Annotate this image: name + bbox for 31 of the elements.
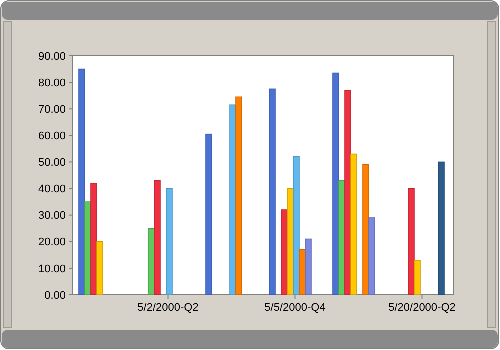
bar <box>408 188 415 296</box>
x-tick-label: 5/2/2000-Q2 <box>138 302 199 314</box>
bar <box>350 154 358 296</box>
y-tick-label: 40.00 <box>38 184 66 196</box>
bar <box>269 88 276 296</box>
bar <box>206 134 212 296</box>
x-tick-label: 5/5/2000-Q4 <box>264 302 326 314</box>
y-tick-label: 20.00 <box>38 236 66 249</box>
y-tick-label: 90.00 <box>38 50 66 63</box>
y-tick-label: 30.00 <box>38 210 66 222</box>
y-tick-label: 50.00 <box>38 157 66 170</box>
bar <box>90 183 98 296</box>
bar <box>332 72 340 296</box>
bar <box>293 156 300 296</box>
bar <box>166 188 173 296</box>
bar <box>236 96 242 296</box>
bar <box>344 90 352 296</box>
bar <box>154 180 161 296</box>
bar <box>362 164 370 296</box>
bar <box>78 68 86 296</box>
bar <box>414 260 421 296</box>
y-tick-label: 70.00 <box>38 104 66 116</box>
y-tick-label: 10.00 <box>38 263 66 276</box>
bar <box>438 162 445 296</box>
bar <box>96 241 104 296</box>
y-tick-label: 60.00 <box>38 130 66 143</box>
y-tick-label: 80.00 <box>38 77 66 90</box>
y-tick-label: 0.00 <box>44 290 66 302</box>
x-tick-label: 5/20/2000-Q2 <box>388 302 456 314</box>
bar <box>305 238 312 296</box>
bar <box>368 218 376 296</box>
